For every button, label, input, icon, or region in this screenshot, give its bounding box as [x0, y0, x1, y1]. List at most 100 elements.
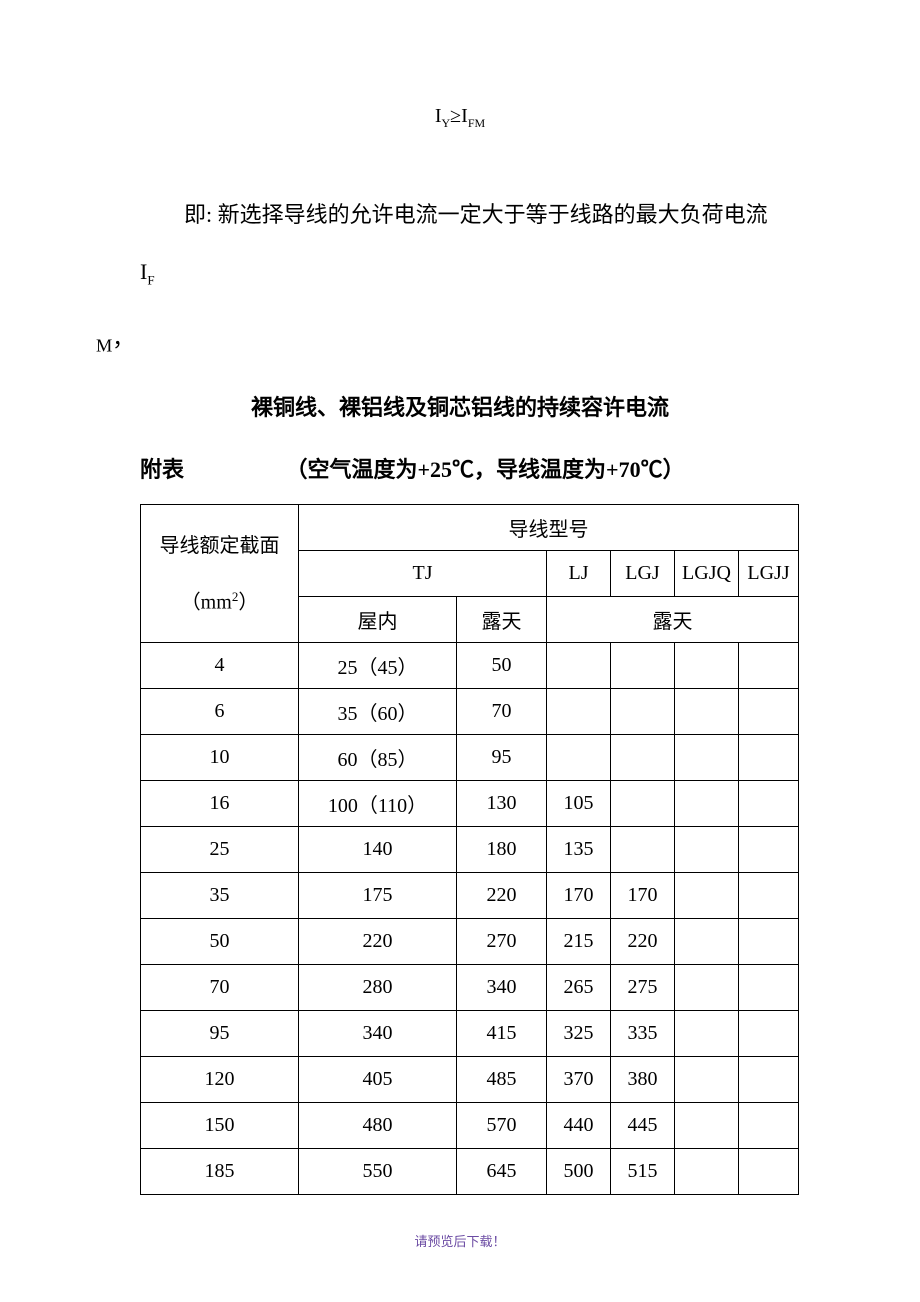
- cell-section: 95: [141, 1011, 299, 1057]
- cell-indoor: 100（110）: [299, 781, 457, 827]
- table-row: 425（45）50: [141, 643, 799, 689]
- cell-lj: [547, 735, 611, 781]
- cell-lj: 500: [547, 1149, 611, 1195]
- subtitle-label: 附表: [140, 452, 280, 484]
- cell-lgjj: [739, 827, 799, 873]
- cell-indoor: 25（45）: [299, 643, 457, 689]
- cell-section: 120: [141, 1057, 299, 1103]
- cell-outdoor: 485: [457, 1057, 547, 1103]
- cell-lgjq: [675, 827, 739, 873]
- cell-indoor: 60（85）: [299, 735, 457, 781]
- header-outdoor: 露天: [457, 597, 547, 643]
- cell-outdoor: 415: [457, 1011, 547, 1057]
- cell-lgj: [611, 643, 675, 689]
- cell-lgj: [611, 689, 675, 735]
- cell-lgjq: [675, 1057, 739, 1103]
- cell-outdoor: 95: [457, 735, 547, 781]
- cell-lj: 325: [547, 1011, 611, 1057]
- cell-lgjq: [675, 873, 739, 919]
- cell-indoor: 175: [299, 873, 457, 919]
- table-row: 120405485370380: [141, 1057, 799, 1103]
- table-row: 150480570440445: [141, 1103, 799, 1149]
- cell-indoor: 220: [299, 919, 457, 965]
- table-row: 70280340265275: [141, 965, 799, 1011]
- cell-lgj: [611, 827, 675, 873]
- header-lgjq: LGJQ: [675, 551, 739, 597]
- cell-outdoor: 50: [457, 643, 547, 689]
- cell-section: 185: [141, 1149, 299, 1195]
- wire-current-table: 导线额定截面（mm2） 导线型号 TJ LJ LGJ LGJQ LGJJ 屋内 …: [140, 504, 799, 1195]
- cell-lgj: 335: [611, 1011, 675, 1057]
- header-lgj: LGJ: [611, 551, 675, 597]
- cell-lj: 215: [547, 919, 611, 965]
- cell-indoor: 140: [299, 827, 457, 873]
- cell-indoor: 480: [299, 1103, 457, 1149]
- cell-lgj: 515: [611, 1149, 675, 1195]
- cell-lgj: [611, 735, 675, 781]
- cell-outdoor: 70: [457, 689, 547, 735]
- cell-lj: 170: [547, 873, 611, 919]
- cell-lgjj: [739, 1149, 799, 1195]
- cell-lgjq: [675, 643, 739, 689]
- cell-lgjq: [675, 1011, 739, 1057]
- cell-lgjq: [675, 1103, 739, 1149]
- header-model: 导线型号: [299, 505, 799, 551]
- cell-lgjj: [739, 1011, 799, 1057]
- cell-lgjj: [739, 781, 799, 827]
- formula: IY≥IFM: [140, 105, 780, 131]
- cell-lj: [547, 689, 611, 735]
- cell-lj: 440: [547, 1103, 611, 1149]
- cell-lgjj: [739, 1057, 799, 1103]
- cell-outdoor: 645: [457, 1149, 547, 1195]
- table-row: 35175220170170: [141, 873, 799, 919]
- cell-lgjq: [675, 1149, 739, 1195]
- cell-lgjq: [675, 965, 739, 1011]
- cell-lgjj: [739, 919, 799, 965]
- paragraph-line1: 即: 新选择导线的允许电流一定大于等于线路的最大负荷电流 IF: [140, 186, 780, 300]
- table-row: 25140180135: [141, 827, 799, 873]
- cell-indoor: 35（60）: [299, 689, 457, 735]
- cell-lj: 370: [547, 1057, 611, 1103]
- cell-section: 4: [141, 643, 299, 689]
- table-row: 185550645500515: [141, 1149, 799, 1195]
- cell-lj: 135: [547, 827, 611, 873]
- header-outdoor2: 露天: [547, 597, 799, 643]
- cell-lgj: [611, 781, 675, 827]
- table-row: 635（60）70: [141, 689, 799, 735]
- cell-section: 70: [141, 965, 299, 1011]
- cell-section: 25: [141, 827, 299, 873]
- table-row: 50220270215220: [141, 919, 799, 965]
- subtitle-condition: （空气温度为+25℃，导线温度为+70℃）: [286, 457, 685, 482]
- cell-lgj: 275: [611, 965, 675, 1011]
- cell-outdoor: 220: [457, 873, 547, 919]
- cell-lgjj: [739, 873, 799, 919]
- header-section: 导线额定截面（mm2）: [141, 505, 299, 643]
- cell-outdoor: 340: [457, 965, 547, 1011]
- table-row: 1060（85）95: [141, 735, 799, 781]
- cell-lgjj: [739, 965, 799, 1011]
- cell-outdoor: 130: [457, 781, 547, 827]
- table-row: 16100（110）130105: [141, 781, 799, 827]
- cell-lgjq: [675, 781, 739, 827]
- cell-lj: [547, 643, 611, 689]
- cell-lj: 105: [547, 781, 611, 827]
- table-row: 95340415325335: [141, 1011, 799, 1057]
- cell-indoor: 405: [299, 1057, 457, 1103]
- cell-lgj: 380: [611, 1057, 675, 1103]
- cell-lgjq: [675, 735, 739, 781]
- cell-outdoor: 180: [457, 827, 547, 873]
- header-tj: TJ: [299, 551, 547, 597]
- cell-lgjj: [739, 689, 799, 735]
- cell-lgjq: [675, 919, 739, 965]
- cell-section: 10: [141, 735, 299, 781]
- cell-outdoor: 270: [457, 919, 547, 965]
- cell-lgjj: [739, 735, 799, 781]
- cell-indoor: 550: [299, 1149, 457, 1195]
- cell-section: 35: [141, 873, 299, 919]
- cell-section: 50: [141, 919, 299, 965]
- cell-outdoor: 570: [457, 1103, 547, 1149]
- cell-section: 16: [141, 781, 299, 827]
- cell-lgj: 220: [611, 919, 675, 965]
- cell-section: 150: [141, 1103, 299, 1149]
- header-lj: LJ: [547, 551, 611, 597]
